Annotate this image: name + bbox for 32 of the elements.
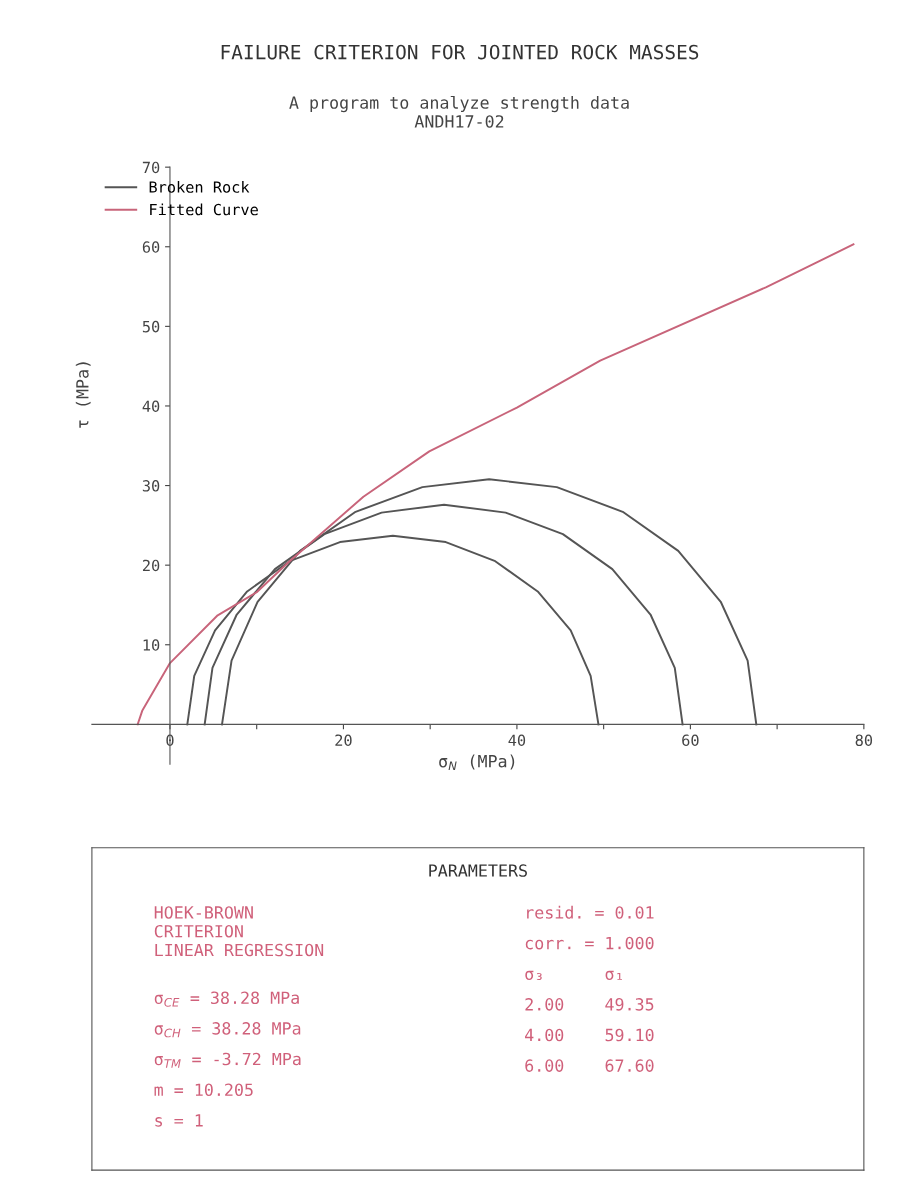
chart-title: FAILURE CRITERION FOR JOINTED ROCK MASSES xyxy=(221,44,699,60)
text: σ$_{N}$ (MPa) xyxy=(439,754,515,770)
x-tick-label: 0 xyxy=(166,734,174,746)
text: PARAMETERS xyxy=(429,864,527,877)
text: σ$_{CH}$ = 38.28 MPa xyxy=(154,1022,301,1038)
x-tick-label: 60 xyxy=(682,734,699,746)
chart-subtitle: A program to analyze strength data ANDH17-02 xyxy=(289,95,629,128)
y-tick-label: 30 xyxy=(142,480,160,492)
text: 2.00 49.35 xyxy=(525,998,654,1011)
y-tick-label: 50 xyxy=(142,320,160,333)
y-tick-label: 40 xyxy=(142,400,160,413)
text: m = 10.205 xyxy=(154,1083,253,1097)
text: σ₃ σ₁ xyxy=(525,970,622,981)
y-tick-label: 10 xyxy=(143,639,160,651)
x-tick-label: 40 xyxy=(508,734,526,746)
y-tick-label: 20 xyxy=(142,559,160,572)
text: 4.00 59.10 xyxy=(525,1028,654,1042)
x-tick-label: 20 xyxy=(335,734,352,746)
legend-label: Broken Rock xyxy=(149,180,250,193)
y-tick-label: 70 xyxy=(142,161,160,174)
text: corr. = 1.000 xyxy=(525,936,654,950)
line-series xyxy=(136,243,855,726)
text: σ$_{CE}$ = 38.28 MPa xyxy=(154,991,299,1007)
text: HOEK-BROWN CRITERION LINEAR REGRESSION xyxy=(154,906,324,957)
text: 6.00 67.60 xyxy=(525,1059,654,1072)
text: s = 1 xyxy=(155,1114,203,1127)
y-tick-label: 60 xyxy=(142,241,160,253)
text: σ$_{TM}$ = -3.72 MPa xyxy=(154,1052,301,1068)
x-tick-label: 80 xyxy=(855,734,873,746)
text: resid. = 0.01 xyxy=(527,905,654,919)
y-axis-title: τ (MPa) xyxy=(75,362,91,428)
legend-label: Fitted Curve xyxy=(150,203,258,216)
